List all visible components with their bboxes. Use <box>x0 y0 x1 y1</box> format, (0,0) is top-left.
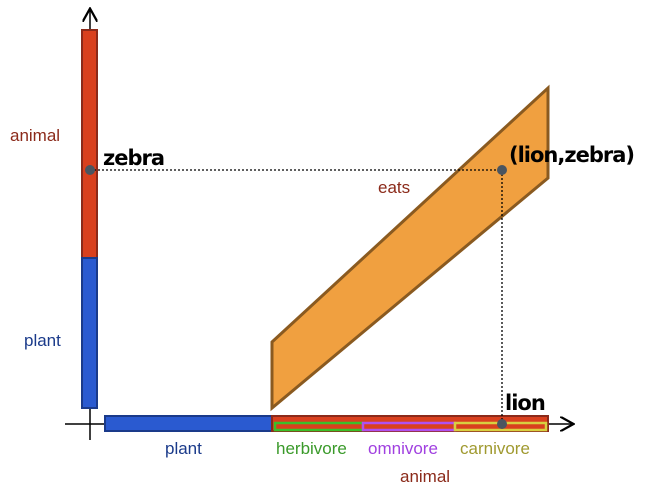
relation-region <box>270 84 550 412</box>
point <box>497 419 507 429</box>
animal-bar <box>81 29 98 259</box>
label: zebra <box>103 146 164 170</box>
label: omnivore <box>368 439 438 458</box>
label: carnivore <box>460 439 530 458</box>
omnivore-bar <box>361 421 457 432</box>
point <box>85 165 95 175</box>
label: herbivore <box>276 439 347 458</box>
herbivore-bar <box>273 421 365 432</box>
label: plant <box>165 439 202 458</box>
label: (lion,zebra) <box>509 143 634 167</box>
plant-bar <box>104 415 273 432</box>
label: eats <box>378 178 410 197</box>
label: animal <box>400 467 450 486</box>
label: lion <box>505 391 545 415</box>
plant-bar <box>81 257 98 409</box>
label: plant <box>24 331 61 350</box>
label: animal <box>10 126 60 145</box>
point <box>497 165 507 175</box>
